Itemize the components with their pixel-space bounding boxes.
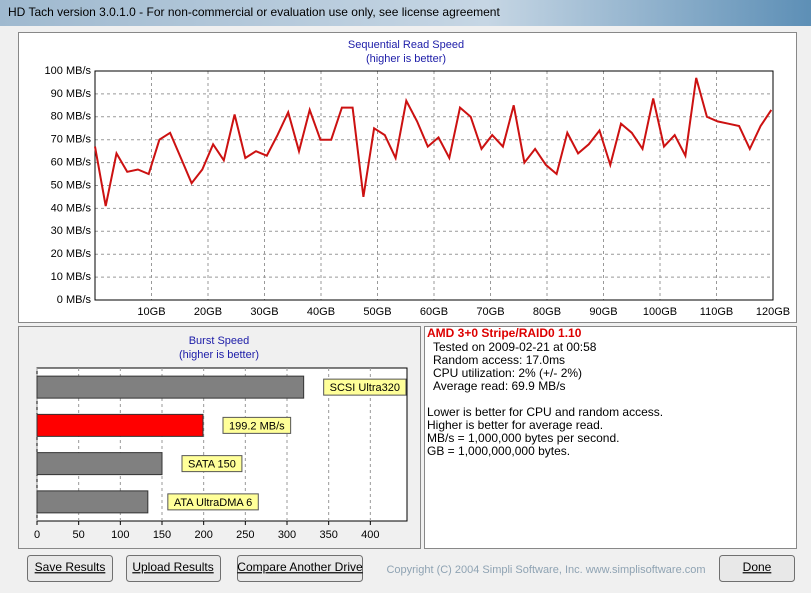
y-tick-label: 80 MB/s [51,111,92,123]
bar [36,490,149,514]
y-tick-label: 0 MB/s [57,294,92,306]
info-line: Random access: 17.0ms [433,353,565,367]
bar [36,452,163,476]
x-tick-label: 40GB [307,306,335,318]
y-tick-label: 40 MB/s [51,202,92,214]
x-tick-label: 30GB [250,306,278,318]
label-box [222,416,292,434]
button[interactable]: Compare Another Drive [237,555,363,582]
label-box [181,455,243,473]
x-tick-label: 50GB [363,306,391,318]
button-frame[interactable] [719,555,795,582]
x-tick-label: 70GB [476,306,504,318]
title-bar [0,0,811,26]
y-tick-label: 90 MB/s [51,88,92,100]
x-tick-label: 20GB [194,306,222,318]
chart-subtitle: (higher is better) [366,53,446,65]
bar [36,413,204,437]
bar [36,375,305,399]
x-tick-label: 300 [278,529,296,541]
plot-frame [94,70,774,301]
info-line: Average read: 69.9 MB/s [433,379,566,393]
seq-panel [18,32,797,323]
button-label[interactable]: Compare Another Drive [237,560,363,574]
label-box [323,378,407,396]
y-tick-label: 10 MB/s [51,271,92,283]
info-line: CPU utilization: 2% (+/- 2%) [433,366,582,380]
x-tick-label: 0 [34,529,40,541]
button-frame[interactable] [27,555,113,582]
button-label[interactable]: Done [743,560,772,574]
data-line [94,77,773,207]
button[interactable]: Done [719,555,795,582]
window-title: HD Tach version 3.0.1.0 - For non-commer… [8,5,500,19]
x-tick-label: 400 [361,529,379,541]
x-tick-label: 100 [111,529,129,541]
x-tick-label: 50 [73,529,85,541]
info-note: GB = 1,000,000,000 bytes. [427,444,570,458]
x-tick-label: 80GB [533,306,561,318]
y-tick-label: 20 MB/s [51,248,92,260]
button[interactable]: Save Results [27,555,113,582]
y-tick-label: 100 MB/s [45,65,92,77]
y-tick-label: 50 MB/s [51,179,92,191]
x-tick-label: 350 [319,529,337,541]
info-panel [424,326,797,549]
x-tick-label: 110GB [700,306,733,318]
button-label[interactable]: Save Results [35,560,106,574]
x-tick-label: 60GB [420,306,448,318]
info-title: AMD 3+0 Stripe/RAID0 1.10 [427,326,582,340]
chart-title: Burst Speed [189,335,250,347]
button-label[interactable]: Upload Results [132,560,213,574]
label-box [167,493,259,511]
info-note: MB/s = 1,000,000 bytes per second. [427,431,619,445]
button-frame[interactable] [126,555,221,582]
y-tick-label: 70 MB/s [51,134,92,146]
x-tick-label: 90GB [589,306,617,318]
button-frame[interactable] [237,555,363,582]
x-tick-label: 10GB [137,306,165,318]
chart-subtitle: (higher is better) [179,349,259,361]
x-tick-label: 100GB [643,306,677,318]
x-tick-label: 250 [236,529,254,541]
bar-label: 199.2 MB/s [229,420,285,432]
x-tick-label: 200 [194,529,212,541]
x-tick-label: 120GB [756,306,790,318]
x-tick-label: 150 [153,529,171,541]
info-note: Lower is better for CPU and random acces… [427,405,663,419]
info-line: Tested on 2009-02-21 at 00:58 [433,340,597,354]
bar-label: ATA UltraDMA 6 [174,497,252,509]
y-tick-label: 60 MB/s [51,157,92,169]
copyright: Copyright (C) 2004 Simpli Software, Inc.… [386,564,705,576]
y-tick-label: 30 MB/s [51,225,92,237]
bar-label: SCSI Ultra320 [330,382,400,394]
bar-label: SATA 150 [188,459,236,471]
info-note: Higher is better for average read. [427,418,603,432]
chart-title: Sequential Read Speed [348,39,464,51]
button[interactable]: Upload Results [126,555,221,582]
